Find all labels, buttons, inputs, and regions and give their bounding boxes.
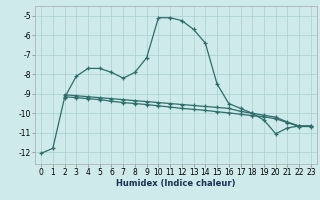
X-axis label: Humidex (Indice chaleur): Humidex (Indice chaleur) bbox=[116, 179, 236, 188]
